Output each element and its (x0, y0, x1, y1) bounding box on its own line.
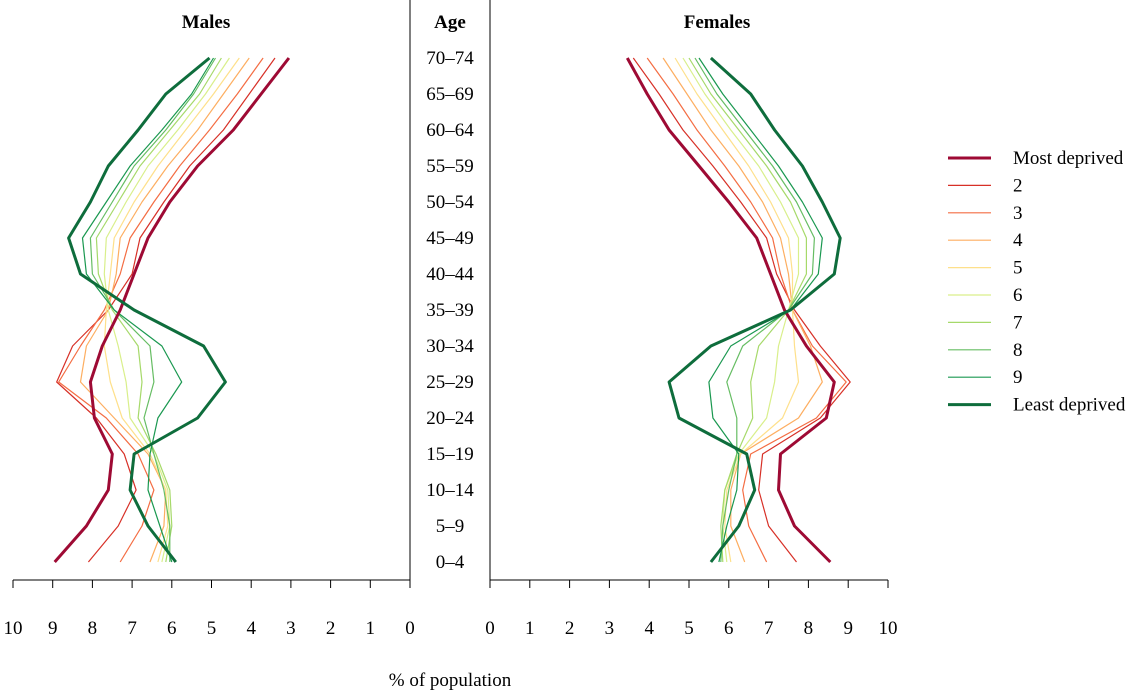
males-axis-tick-label: 10 (4, 618, 23, 639)
age-label: 45–49 (426, 228, 474, 249)
males-axis-tick-label: 4 (246, 618, 256, 639)
females-axis-tick-label: 10 (879, 618, 898, 639)
age-label: 20–24 (426, 408, 474, 429)
females-series-9 (698, 57, 823, 563)
age-label: 60–64 (426, 120, 474, 141)
females-x-axis: 0 1 2 3 4 5 6 7 8 9 10 (485, 579, 898, 639)
age-label: 10–14 (426, 480, 474, 501)
age-label: 65–69 (426, 84, 474, 105)
males-series-lines (53, 56, 291, 563)
legend-label: 9 (1013, 367, 1023, 388)
males-x-axis: 10 9 8 7 6 5 4 3 2 1 0 (4, 579, 415, 639)
females-axis-tick-label: 1 (525, 618, 535, 639)
males-series-least-deprived (67, 56, 227, 563)
legend-label: 6 (1013, 285, 1023, 306)
males-axis-tick-label: 7 (127, 618, 137, 639)
age-labels: 0–4 5–9 10–14 15–19 20–24 25–29 30–34 35–39 40–4… (426, 48, 474, 573)
age-label: 0–4 (436, 552, 465, 573)
legend-label: 2 (1013, 175, 1023, 196)
males-panel-title: Males (182, 12, 231, 33)
females-axis-tick-label: 5 (684, 618, 694, 639)
females-axis-tick-label: 3 (605, 618, 615, 639)
legend-label: 8 (1013, 340, 1023, 361)
legend-label: 7 (1013, 312, 1023, 333)
age-label: 15–19 (426, 444, 474, 465)
males-axis-tick-label: 1 (366, 618, 376, 639)
age-label: 40–44 (426, 264, 474, 285)
age-label: 5–9 (436, 516, 465, 537)
age-label: 30–34 (426, 336, 474, 357)
females-series-least-deprived (667, 56, 842, 563)
males-axis-tick-label: 6 (167, 618, 177, 639)
legend-label: 5 (1013, 258, 1023, 279)
males-axis-tick-label: 2 (326, 618, 336, 639)
females-axis-tick-label: 6 (724, 618, 734, 639)
age-label: 25–29 (426, 372, 474, 393)
females-series-lines (625, 56, 851, 564)
males-series-most-deprived (53, 57, 291, 563)
females-series-2 (632, 57, 851, 563)
legend: Most deprived 2 3 4 5 6 7 8 9 Least deprived (948, 148, 1126, 416)
legend-label: Least deprived (1013, 395, 1126, 416)
females-series-most-deprived (625, 57, 836, 564)
legend-label: 3 (1013, 203, 1023, 224)
age-label: 55–59 (426, 156, 474, 177)
age-label: 35–39 (426, 300, 474, 321)
females-axis-tick-label: 7 (764, 618, 774, 639)
males-axis-tick-label: 9 (48, 618, 58, 639)
age-header: Age (434, 12, 466, 33)
females-axis-tick-label: 8 (804, 618, 814, 639)
males-axis-tick-label: 0 (405, 618, 415, 639)
females-axis-tick-label: 9 (843, 618, 853, 639)
males-axis-tick-label: 8 (88, 618, 98, 639)
females-panel-title: Females (684, 12, 750, 33)
age-label: 70–74 (426, 48, 474, 69)
age-label: 50–54 (426, 192, 474, 213)
females-axis-tick-label: 0 (485, 618, 495, 639)
legend-label: 4 (1013, 230, 1023, 251)
females-series-3 (646, 57, 847, 563)
males-series-5 (103, 57, 240, 563)
females-axis-tick-label: 4 (644, 618, 654, 639)
females-series-4 (662, 57, 823, 563)
females-axis-tick-label: 2 (565, 618, 575, 639)
legend-label: Most deprived (1013, 148, 1124, 169)
males-axis-tick-label: 5 (207, 618, 217, 639)
x-axis-label: % of population (389, 670, 512, 691)
males-axis-tick-label: 3 (286, 618, 296, 639)
males-series-6 (103, 57, 230, 563)
males-series-3 (58, 57, 264, 563)
males-series-7 (95, 57, 222, 563)
males-series-9 (81, 57, 215, 563)
